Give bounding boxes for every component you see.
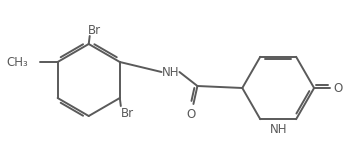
Text: O: O	[187, 108, 196, 120]
Text: NH: NH	[270, 123, 287, 136]
Text: O: O	[333, 82, 343, 95]
Text: Br: Br	[88, 24, 101, 36]
Text: CH₃: CH₃	[6, 55, 28, 69]
Text: NH: NH	[162, 66, 179, 78]
Text: Br: Br	[121, 106, 134, 120]
